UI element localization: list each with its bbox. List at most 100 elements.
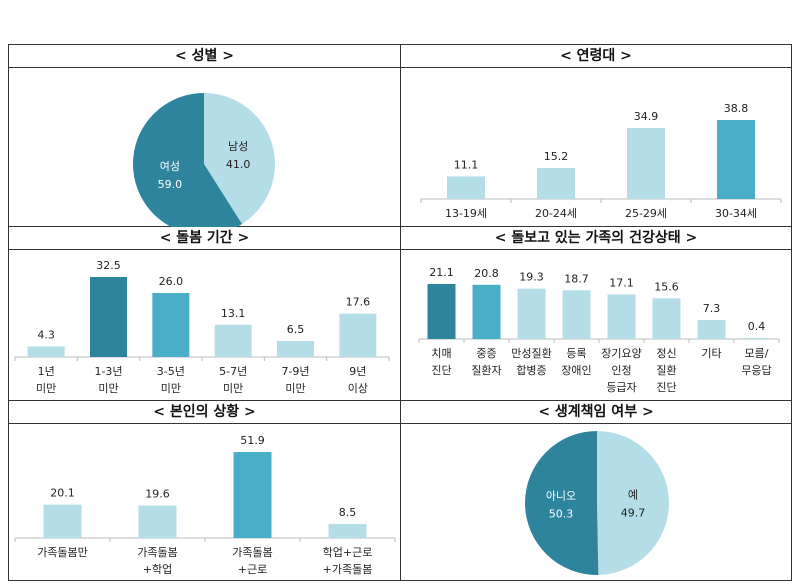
panel-age: < 연령대 > 11.1 13-19세 15.2 20-24세 34.9 25-29세 38…: [401, 45, 791, 231]
data-label: 51.9: [240, 434, 265, 447]
category-label: +근로: [238, 563, 267, 576]
category-label: 25-29세: [625, 207, 667, 220]
data-label: 32.5: [96, 259, 121, 272]
category-label: 질환자: [471, 364, 501, 377]
category-label: 인정: [611, 364, 631, 377]
bar: [90, 277, 127, 357]
data-label: 15.2: [544, 150, 569, 163]
divider: [9, 400, 791, 401]
panel-title: < 돌봄 기간 >: [9, 227, 400, 250]
category-label: 가족돌봄: [137, 546, 177, 559]
category-label: 중증: [476, 347, 496, 360]
bar: [517, 288, 546, 339]
data-label: 18.7: [564, 272, 589, 285]
bar: [447, 176, 485, 199]
bar: [697, 319, 726, 339]
category-label: 7-9년: [281, 365, 309, 378]
data-label: 26.0: [159, 275, 184, 288]
bar: [214, 324, 252, 357]
category-label: 미만: [161, 382, 181, 395]
panel-livelihood: < 생계책임 여부 > 예 49.7 아니오 50.3: [401, 401, 791, 586]
slice-label: 아니오: [546, 489, 576, 502]
slice-value: 49.7: [621, 507, 646, 520]
bar: [742, 337, 771, 339]
data-label: 4.3: [37, 328, 55, 341]
slice-label: 남성: [228, 140, 248, 153]
age-bar-chart: 11.1 13-19세 15.2 20-24세 34.9 25-29세 38.8 30-34세: [420, 102, 782, 220]
category-label: 30-34세: [715, 207, 757, 220]
bar: [537, 168, 575, 199]
slice-label: 예: [628, 489, 638, 502]
category-label: 3-5년: [157, 365, 185, 378]
data-label: 11.1: [454, 158, 479, 171]
bar: [43, 504, 82, 538]
data-label: 6.5: [287, 323, 305, 336]
panel-gender: < 성별 > 남성 41.0 여성 59.0: [9, 45, 400, 236]
data-label: 19.6: [145, 488, 170, 501]
data-label: 21.1: [429, 266, 454, 279]
slice-value: 41.0: [226, 158, 251, 171]
data-label: 20.1: [50, 487, 75, 500]
data-label: 0.4: [748, 320, 766, 333]
bar: [427, 284, 456, 339]
panel-title: < 돌보고 있는 가족의 건강상태 >: [401, 227, 791, 250]
livelihood-pie-chart: 예 49.7 아니오 50.3: [525, 431, 670, 575]
data-label: 13.1: [221, 307, 246, 320]
panel-title: < 생계책임 여부 >: [401, 401, 791, 424]
category-label: 기타: [701, 347, 721, 360]
category-label: 미만: [285, 382, 305, 395]
bar: [152, 293, 190, 357]
category-label: 모름/: [745, 347, 769, 360]
panel-situation: < 본인의 상황 > 20.1 가족돌봄만 19.6 가족돌봄 +학업 51.9 가족돌봄 +…: [9, 401, 400, 586]
category-label: 무응답: [741, 364, 771, 377]
data-label: 8.5: [339, 506, 357, 519]
divider: [9, 226, 791, 227]
category-label: 장기요양: [601, 347, 641, 360]
category-label: 가족돌봄만: [37, 546, 88, 559]
bar: [339, 313, 377, 357]
category-label: 질환: [656, 364, 676, 377]
situation-bar-chart: 20.1 가족돌봄만 19.6 가족돌봄 +학업 51.9 가족돌봄 +근로 8.5 학업+근로 +…: [14, 434, 396, 576]
category-label: 학업+근로: [323, 546, 373, 559]
bar: [652, 298, 681, 339]
data-label: 19.3: [519, 271, 544, 284]
category-label: 만성질환: [511, 347, 551, 360]
bar: [627, 127, 665, 199]
bar: [277, 341, 314, 357]
bar: [138, 505, 177, 538]
category-label: 1년: [38, 365, 55, 378]
category-label: 진단: [431, 364, 451, 377]
data-label: 15.6: [654, 280, 679, 293]
category-label: 합병증: [516, 364, 546, 377]
category-label: 미만: [36, 382, 56, 395]
data-label: 38.8: [724, 102, 749, 115]
slice-value: 59.0: [158, 178, 183, 191]
bar: [328, 523, 367, 538]
category-label: 장애인: [561, 364, 591, 377]
bar: [233, 452, 272, 538]
slice-label: 여성: [160, 160, 180, 173]
pie-slice: [132, 93, 243, 236]
chart-grid: < 성별 > 남성 41.0 여성 59.0 < 연령대 > 11.1 13-19세 15…: [8, 44, 792, 581]
data-label: 17.1: [609, 276, 634, 289]
category-label: 정신: [656, 347, 676, 360]
panel-title: < 성별 >: [9, 45, 400, 68]
category-label: 가족돌봄: [232, 546, 272, 559]
divider: [400, 45, 401, 580]
data-label: 7.3: [703, 302, 721, 315]
slice-value: 50.3: [549, 507, 574, 520]
pie-slice: [525, 431, 599, 575]
bar: [27, 346, 65, 357]
data-label: 34.9: [634, 110, 659, 123]
pie-slice: [597, 431, 670, 575]
bar: [472, 284, 501, 339]
gender-pie-chart: 남성 41.0 여성 59.0: [132, 93, 275, 236]
category-label: 미만: [223, 382, 243, 395]
category-label: 5-7년: [219, 365, 247, 378]
category-label: +학업: [143, 563, 172, 576]
data-label: 20.8: [474, 267, 499, 280]
category-label: 등록: [566, 347, 586, 360]
category-label: 13-19세: [445, 207, 487, 220]
